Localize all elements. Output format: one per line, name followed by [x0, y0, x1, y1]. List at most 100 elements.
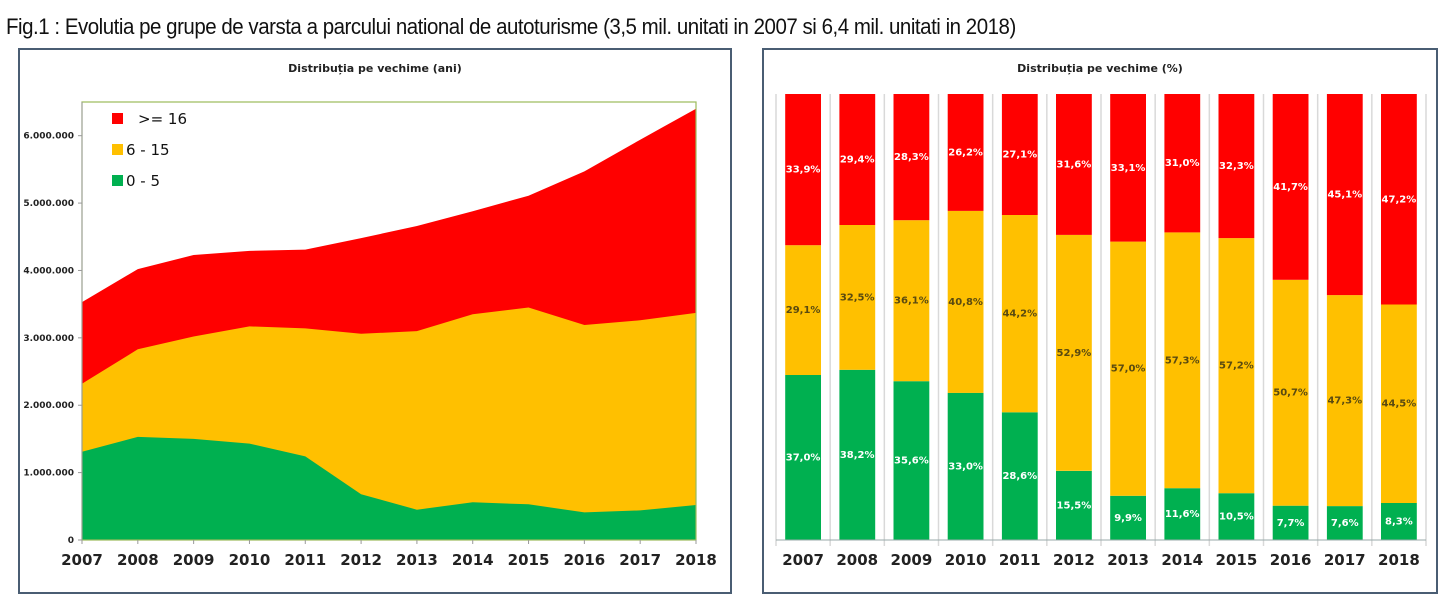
data-label: 47,3%	[1327, 396, 1362, 407]
data-label: 32,5%	[840, 292, 875, 303]
x-tick-label: 2011	[999, 551, 1041, 569]
y-tick-label: 5.000.000	[23, 199, 74, 209]
legend-swatch	[112, 144, 123, 155]
x-tick-label: 2008	[836, 551, 878, 569]
bar-segment-16-plus	[839, 94, 876, 225]
data-label: 50,7%	[1273, 388, 1308, 399]
x-tick-label: 2008	[117, 551, 159, 569]
data-label: 36,1%	[894, 296, 929, 307]
x-tick-label: 2016	[1270, 551, 1312, 569]
legend-swatch	[112, 175, 123, 186]
x-tick-label: 2018	[675, 551, 717, 569]
percent-bar-chart: Distribuția pe vechime (%) 37,0% 29,1% 33,…	[775, 62, 1427, 569]
bar-segment-16-plus	[785, 94, 821, 246]
legend-swatch	[112, 113, 123, 124]
data-label: 27,1%	[1002, 150, 1037, 161]
data-label: 41,7%	[1273, 182, 1308, 193]
bar-segment-6-15	[1164, 232, 1201, 489]
bar-segment-16-plus	[1001, 94, 1038, 215]
bar-segment-0-5	[893, 381, 930, 540]
data-label: 40,8%	[948, 297, 983, 308]
bar-segment-0-5	[1381, 503, 1417, 540]
x-tick-label: 2010	[229, 551, 271, 569]
data-label: 7,7%	[1277, 518, 1305, 529]
data-label: 57,0%	[1111, 364, 1146, 375]
bar-segment-16-plus	[1110, 94, 1146, 242]
data-label: 8,3%	[1385, 517, 1413, 528]
bar-segment-16-plus	[947, 94, 984, 211]
data-label: 44,5%	[1382, 399, 1417, 410]
bar-segment-6-15	[1326, 295, 1363, 507]
bar-segment-0-5	[1326, 506, 1363, 540]
x-tick-label: 2016	[563, 551, 605, 569]
x-tick-label: 2012	[1053, 551, 1095, 569]
bar-segment-6-15	[1272, 279, 1309, 506]
data-label: 33,1%	[1111, 163, 1146, 174]
bar-segment-0-5	[1218, 493, 1255, 540]
bar-segment-6-15	[1218, 238, 1255, 494]
x-tick-label: 2007	[61, 551, 103, 569]
bar-segment-16-plus	[1056, 94, 1092, 235]
x-tick-label: 2017	[1324, 551, 1366, 569]
bar-segment-6-15	[785, 245, 821, 375]
bar-segment-16-plus	[1272, 94, 1309, 280]
area-0-5	[82, 436, 696, 540]
data-label: 9,9%	[1114, 513, 1142, 524]
x-tick-label: 2011	[284, 551, 326, 569]
bar-segment-16-plus	[1218, 94, 1255, 239]
x-tick-label: 2013	[1107, 551, 1149, 569]
x-tick-label: 2018	[1378, 551, 1420, 569]
legend-label: 0 - 5	[126, 172, 160, 190]
area-chart-title: Distribuția pe vechime (ani)	[288, 62, 462, 75]
bar-segment-0-5	[839, 369, 876, 540]
bar-segment-6-15	[1381, 304, 1417, 503]
data-label: 44,2%	[1002, 309, 1037, 320]
x-tick-label: 2012	[340, 551, 382, 569]
bar-segment-0-5	[1272, 505, 1309, 540]
data-label: 29,1%	[786, 305, 821, 316]
data-label: 57,3%	[1165, 355, 1200, 366]
data-label: 10,5%	[1219, 512, 1254, 523]
bar-segment-16-plus	[893, 94, 930, 221]
bar-segment-0-5	[1056, 470, 1092, 540]
y-tick-label: 6.000.000	[23, 132, 74, 142]
data-label: 26,2%	[948, 147, 983, 158]
x-tick-label: 2009	[891, 551, 933, 569]
data-label: 32,3%	[1219, 161, 1254, 172]
area-chart: Distribuția pe vechime (ani) 0 1.000.000 2…	[23, 62, 717, 569]
legend: >= 16 6 - 15 0 - 5	[112, 110, 187, 190]
data-label: 33,9%	[786, 165, 821, 176]
data-label: 57,2%	[1219, 361, 1254, 372]
data-label: 28,3%	[894, 152, 929, 163]
y-tick-label: 3.000.000	[23, 334, 74, 344]
y-tick-label: 4.000.000	[23, 266, 74, 276]
y-tick-label: 0	[68, 536, 74, 546]
bar-segment-0-5	[1001, 412, 1038, 540]
x-tick-label: 2015	[1216, 551, 1258, 569]
data-label: 33,0%	[948, 461, 983, 472]
x-tick-label: 2014	[452, 551, 494, 569]
legend-label: 6 - 15	[126, 141, 170, 159]
x-tick-label: 2010	[945, 551, 987, 569]
bar-segment-16-plus	[1164, 94, 1201, 233]
y-tick-label: 1.000.000	[23, 469, 74, 479]
data-label: 31,0%	[1165, 158, 1200, 169]
data-label: 28,6%	[1002, 471, 1037, 482]
data-label: 35,6%	[894, 456, 929, 467]
x-tick-label: 2015	[508, 551, 550, 569]
legend-label: >= 16	[138, 110, 187, 128]
bar-segment-0-5	[947, 392, 984, 540]
x-tick-label: 2009	[173, 551, 215, 569]
data-label: 52,9%	[1057, 348, 1092, 359]
x-tick-label: 2013	[396, 551, 438, 569]
data-label: 11,6%	[1165, 509, 1200, 520]
data-label: 45,1%	[1327, 190, 1362, 201]
area-chart-panel: Distribuția pe vechime (ani) 0 1.000.000 2…	[18, 48, 732, 594]
data-label: 31,6%	[1057, 160, 1092, 171]
data-label: 29,4%	[840, 155, 875, 166]
data-label: 47,2%	[1382, 194, 1417, 205]
bar-chart-title: Distribuția pe vechime (%)	[1017, 62, 1183, 75]
bar-segment-6-15	[893, 220, 930, 382]
bar-segment-0-5	[1110, 495, 1146, 540]
figure-title: Fig.1 : Evolutia pe grupe de varsta a pa…	[6, 14, 1016, 39]
